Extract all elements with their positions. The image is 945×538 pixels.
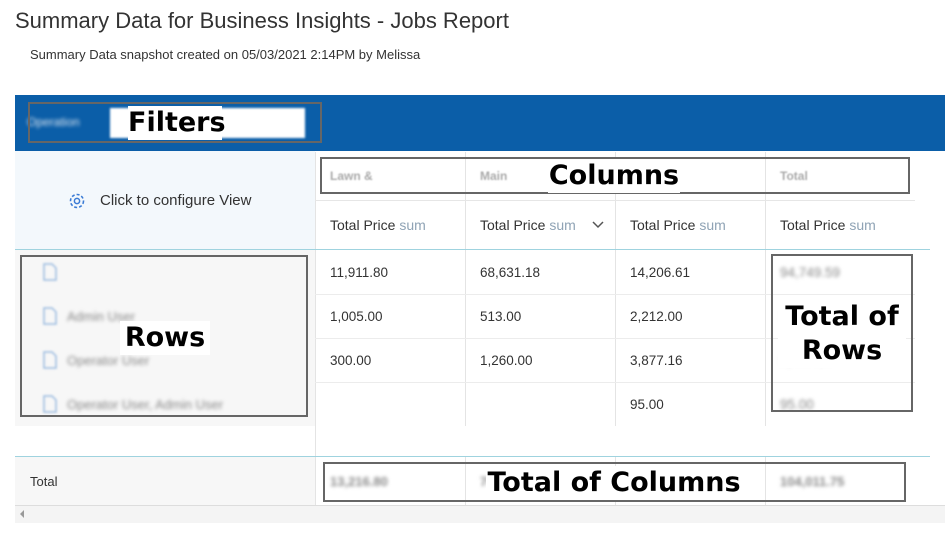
column-divider <box>315 152 316 505</box>
row-label: Operator User <box>67 352 150 368</box>
column-divider <box>315 457 316 505</box>
column-divider <box>765 152 766 426</box>
row-icon <box>43 263 57 281</box>
annotation-box <box>20 255 308 417</box>
annotation-label: Total of Rows <box>778 300 906 368</box>
data-cell: 3,877.16 <box>630 352 683 368</box>
column-divider <box>765 457 766 505</box>
column-header: Total <box>780 169 808 183</box>
total-cell: 104,011.75 <box>780 473 845 489</box>
column-header: Main <box>480 169 508 183</box>
measure-header: Total Price sum <box>765 200 915 250</box>
data-cell: 1,260.00 <box>480 352 533 368</box>
header-bottom <box>15 249 930 250</box>
report-title: Summary Data for Business Insights - Job… <box>15 8 509 33</box>
annotation-box <box>28 102 322 143</box>
filter-label[interactable]: Operation <box>27 115 80 129</box>
total-cell: 13,216.80 <box>330 473 388 489</box>
annotation-label: Filters <box>128 106 226 140</box>
header-divider <box>315 200 915 201</box>
annotation-label: Total of Columns <box>486 466 742 500</box>
data-cell: 2,212.00 <box>630 308 683 324</box>
column-divider <box>465 457 466 505</box>
row-header: Operator User, Admin User <box>15 382 315 426</box>
annotation-box <box>320 157 910 194</box>
aggregate-name: sum <box>849 217 876 233</box>
total-label: Total <box>15 457 315 505</box>
row-label: Admin User <box>67 308 135 324</box>
data-cell: 68,631.18 <box>480 264 541 280</box>
data-cell: 95.00 <box>780 396 814 412</box>
data-cell: 513.00 <box>480 308 522 324</box>
measure-name: Total Price <box>330 217 396 233</box>
config-panel <box>15 151 315 250</box>
data-cell: 11,911.80 <box>330 264 389 280</box>
annotation-box <box>323 462 906 502</box>
column-header: Lawn & <box>330 169 373 183</box>
scrollbar[interactable] <box>15 505 945 523</box>
gear-icon[interactable] <box>67 191 87 211</box>
measure-header: Total Price sum <box>465 200 615 250</box>
data-cell: 95.00 <box>630 396 664 412</box>
row-header <box>15 250 315 294</box>
data-cell: 1,005.00 <box>330 308 383 324</box>
data-cell: 300.00 <box>330 352 372 368</box>
measure-name: Total Price <box>780 217 846 233</box>
measure-name: Total Price <box>480 217 546 233</box>
row-icon <box>43 307 57 325</box>
annotation-box <box>771 254 913 412</box>
measure-header: Total Price sum <box>315 200 465 250</box>
total-top <box>15 456 930 457</box>
data-cell: 14,206.61 <box>630 264 691 280</box>
annotation-label: Rows <box>120 321 210 355</box>
annotation-label: Columns <box>548 159 680 193</box>
row-divider <box>315 382 915 383</box>
report-subtitle: Summary Data snapshot created on 05/03/2… <box>30 47 421 62</box>
row-icon <box>43 351 57 369</box>
data-cell: 94,749.59 <box>780 264 841 280</box>
scroll-left-arrow[interactable] <box>18 509 26 519</box>
aggregate-name: sum <box>549 217 576 233</box>
row-divider <box>315 338 915 339</box>
configure-link[interactable]: Click to configure View <box>100 192 252 209</box>
measure-header: Total Price sum <box>615 200 765 250</box>
aggregate-name: sum <box>699 217 726 233</box>
sort-chevron[interactable] <box>592 221 604 229</box>
column-divider <box>465 152 466 426</box>
aggregate-name: sum <box>399 217 426 233</box>
measure-name: Total Price <box>630 217 696 233</box>
row-label: Operator User, Admin User <box>67 396 224 412</box>
row-icon <box>43 395 57 413</box>
row-divider <box>315 294 915 295</box>
column-divider <box>615 152 616 426</box>
